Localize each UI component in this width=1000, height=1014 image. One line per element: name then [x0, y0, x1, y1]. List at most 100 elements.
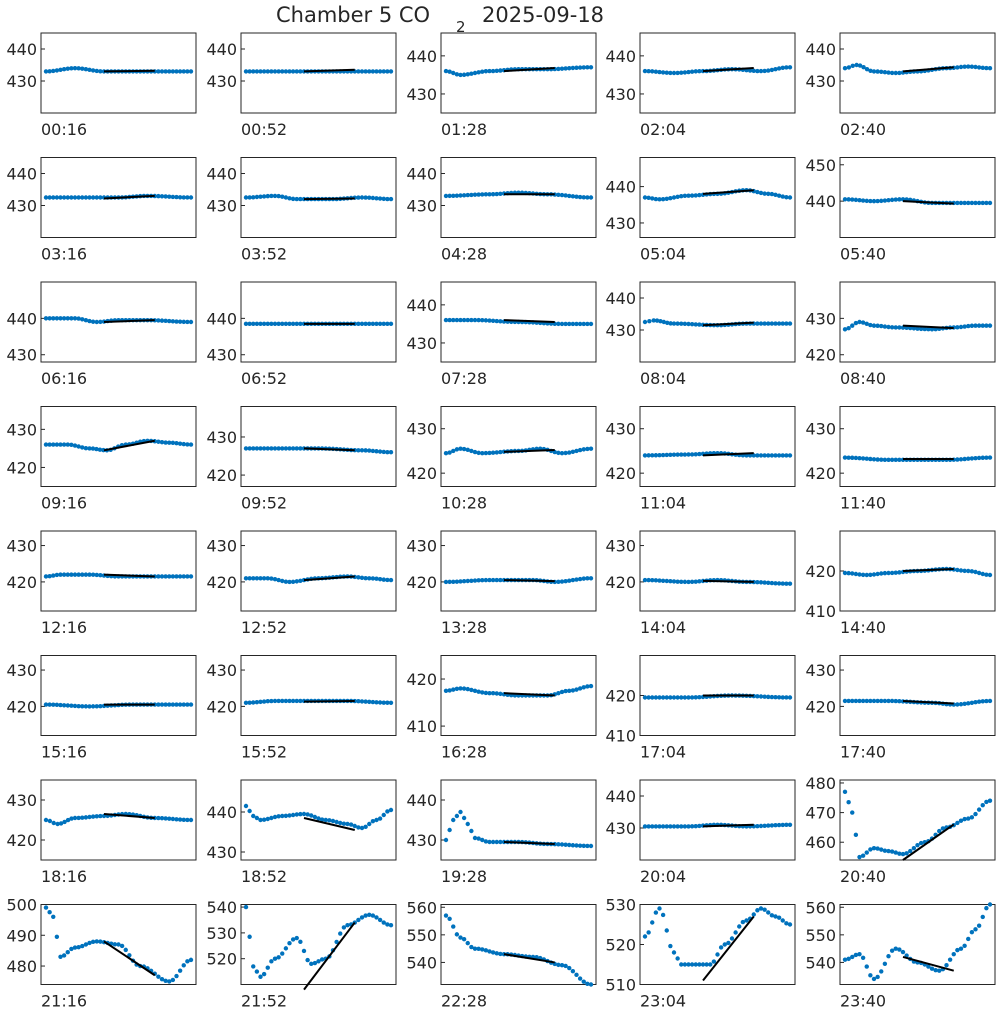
data-point	[62, 819, 67, 825]
data-point	[298, 446, 303, 451]
data-point	[174, 319, 179, 324]
data-point	[893, 197, 898, 202]
data-point	[926, 327, 931, 332]
data-point	[251, 813, 256, 819]
data-point	[850, 323, 855, 328]
subplot-frame	[240, 157, 397, 238]
data-point	[94, 68, 99, 74]
data-point	[61, 442, 67, 447]
data-point	[984, 323, 989, 328]
data-point	[254, 446, 260, 451]
data-point	[900, 949, 906, 955]
data-point	[451, 687, 456, 692]
y-tick-label: 480	[6, 957, 37, 976]
data-point	[850, 197, 855, 202]
data-point	[668, 695, 673, 700]
data-point	[65, 817, 71, 823]
data-point	[955, 567, 960, 573]
data-point	[868, 847, 873, 852]
data-point	[875, 974, 880, 980]
data-point	[860, 572, 866, 578]
data-point	[762, 453, 767, 458]
data-point	[664, 824, 669, 829]
subplot: 430 440 18:52	[206, 779, 397, 886]
data-point	[94, 446, 99, 452]
data-point	[987, 323, 993, 328]
subplot-frame	[839, 406, 996, 487]
data-point	[958, 946, 964, 951]
data-point	[287, 196, 292, 201]
data-point	[58, 572, 63, 577]
data-point	[177, 441, 183, 446]
data-point	[559, 192, 565, 198]
data-point	[679, 70, 684, 75]
data-point	[646, 824, 651, 829]
data-point	[87, 195, 92, 200]
data-point	[679, 579, 684, 584]
data-point	[443, 579, 449, 585]
data-point	[879, 457, 884, 462]
data-point	[973, 927, 978, 932]
data-point	[188, 702, 194, 707]
data-point	[846, 65, 852, 70]
data-point	[976, 455, 982, 461]
data-point	[287, 813, 292, 818]
y-tick-label: 430	[605, 214, 636, 233]
data-point	[664, 578, 669, 584]
data-point	[87, 572, 92, 577]
data-point	[984, 65, 989, 71]
data-point	[374, 817, 379, 823]
data-point	[955, 457, 960, 462]
y-tick-label: 410	[805, 602, 836, 621]
data-point	[776, 321, 782, 326]
fit-line	[503, 579, 555, 583]
data-point	[483, 948, 489, 953]
data-point	[646, 930, 651, 935]
data-point	[853, 455, 859, 461]
data-point	[962, 64, 967, 69]
data-point	[871, 323, 877, 328]
data-point	[668, 321, 673, 326]
data-point	[61, 953, 67, 958]
subplot-time-label: 17:04	[640, 743, 686, 762]
data-point	[769, 823, 775, 828]
data-point	[574, 843, 579, 848]
data-point	[58, 821, 64, 826]
data-point	[480, 318, 485, 323]
data-point	[283, 946, 289, 951]
data-point	[588, 321, 594, 327]
data-point	[472, 70, 478, 76]
data-point	[483, 577, 489, 583]
data-point	[290, 321, 296, 327]
data-point	[290, 446, 296, 451]
data-point	[72, 572, 78, 577]
data-point	[177, 968, 183, 973]
y-tick-label: 560	[406, 898, 437, 917]
data-point	[686, 579, 691, 585]
data-point	[352, 823, 357, 829]
data-point	[290, 579, 296, 584]
data-point	[842, 197, 848, 202]
data-point	[657, 906, 662, 911]
data-point	[156, 318, 161, 323]
data-point	[127, 953, 132, 958]
data-point	[185, 959, 190, 964]
data-point	[276, 814, 281, 819]
data-point	[98, 703, 103, 709]
data-point	[356, 699, 361, 704]
data-point	[780, 65, 785, 71]
data-point	[359, 699, 365, 704]
data-point	[766, 68, 771, 73]
data-point	[646, 68, 651, 74]
data-point	[487, 839, 492, 845]
data-point	[72, 945, 78, 950]
data-point	[385, 809, 390, 814]
data-point	[581, 843, 586, 849]
data-point	[900, 851, 906, 857]
data-point	[498, 449, 503, 455]
data-point	[686, 695, 691, 700]
data-point	[298, 578, 303, 583]
data-point	[556, 962, 561, 968]
data-point	[868, 572, 873, 578]
data-point	[987, 902, 993, 907]
